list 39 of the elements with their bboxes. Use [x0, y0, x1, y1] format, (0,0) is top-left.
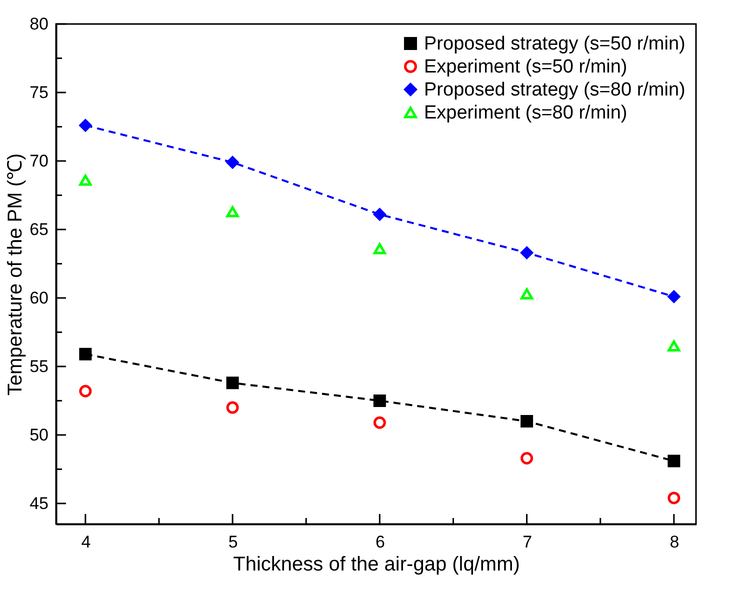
point	[520, 246, 534, 260]
point	[226, 376, 239, 390]
y-tick-label: 75	[30, 82, 48, 102]
point	[668, 290, 680, 303]
point	[79, 119, 92, 132]
x-tick-label: 8	[670, 532, 680, 552]
legend-label: Experiment (s=80 r/min)	[424, 102, 628, 124]
legend-label: Experiment (s=50 r/min)	[424, 56, 628, 78]
point	[373, 208, 386, 221]
y-axis-title: Temperature of the PM (℃)	[4, 153, 27, 396]
x-tick-label: 4	[81, 532, 91, 552]
point	[226, 206, 239, 218]
x-axis-title: Thickness of the air-gap (lq/mm)	[233, 554, 520, 576]
point	[520, 415, 534, 428]
y-tick-label: 50	[30, 425, 48, 444]
y-tick-label: 60	[30, 288, 48, 308]
point	[79, 348, 92, 360]
y-tick-label: 80	[30, 14, 48, 34]
point	[226, 401, 239, 414]
point	[668, 492, 680, 504]
point	[668, 454, 680, 468]
y-tick-label: 70	[30, 151, 48, 170]
y-tick-label: 65	[30, 220, 48, 239]
y-tick-label: 45	[30, 494, 48, 513]
x-tick-label: 6	[375, 532, 385, 552]
point	[520, 452, 534, 464]
point	[79, 174, 92, 186]
point	[668, 340, 680, 352]
point	[79, 384, 92, 398]
point	[373, 416, 386, 429]
point	[226, 156, 239, 169]
y-tick-label: 55	[30, 356, 48, 376]
x-tick-label: 7	[522, 532, 532, 552]
point	[520, 288, 534, 300]
legend-label: Proposed strategy (s=80 r/min)	[424, 80, 686, 100]
point	[373, 243, 386, 254]
x-tick-label: 5	[228, 532, 238, 552]
point	[373, 394, 386, 407]
legend-label: Proposed strategy (s=50 r/min)	[424, 34, 686, 54]
